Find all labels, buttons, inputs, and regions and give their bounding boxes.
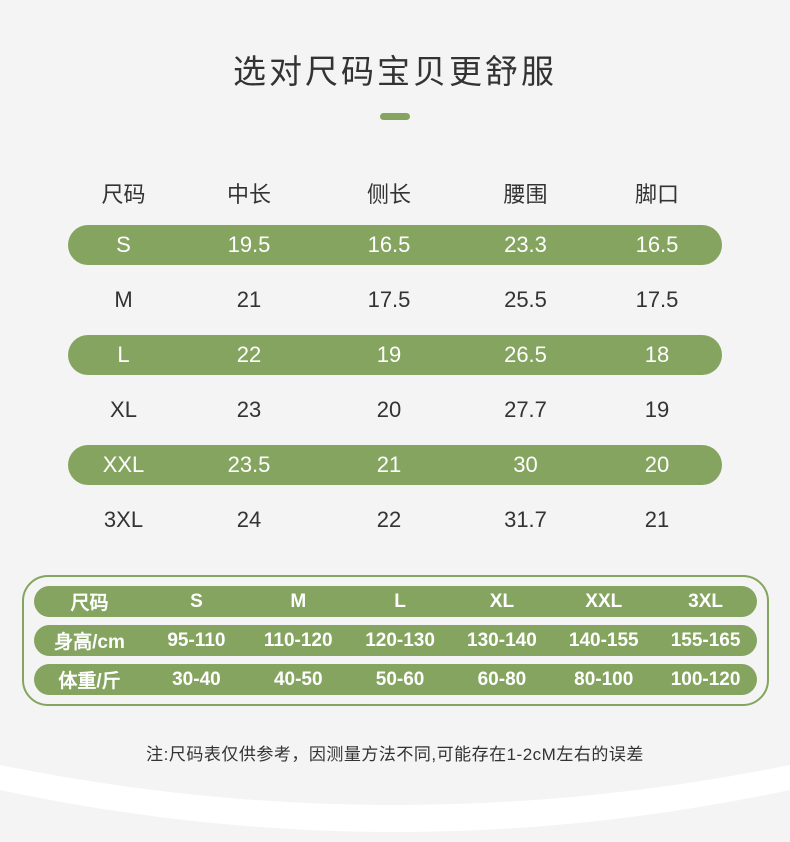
fit-table-weight-row: 体重/斤 30-40 40-50 50-60 60-80 80-100 100-… <box>33 664 757 695</box>
size-cell: L <box>117 342 130 367</box>
fit-value-cell: L <box>394 590 406 612</box>
table-row: XL 23 20 27.7 19 <box>68 390 722 430</box>
value-cell: 24 <box>236 507 262 532</box>
fit-value-cell: 140-155 <box>568 629 639 651</box>
fit-value-cell: 155-165 <box>670 629 741 651</box>
fit-table-size-row: 尺码 S M L XL XXL 3XL <box>33 586 757 617</box>
fit-value-cell: 95-110 <box>167 629 226 651</box>
col-header-side-length: 侧长 <box>366 182 411 207</box>
fit-value-cell: 80-100 <box>574 668 634 690</box>
col-header-mid-length: 中长 <box>226 182 271 207</box>
value-cell: 25.5 <box>504 287 547 312</box>
value-cell: 19.5 <box>227 232 271 257</box>
fit-row-label: 尺码 <box>70 593 109 614</box>
size-cell: S <box>116 232 131 257</box>
size-cell: M <box>114 287 133 312</box>
table-row: XXL 23.5 21 30 20 <box>68 445 722 485</box>
fit-value-cell: XL <box>489 590 515 612</box>
table-row: 3XL 24 22 31.7 21 <box>68 500 722 540</box>
value-cell: 20 <box>644 452 670 477</box>
value-cell: 18 <box>644 342 670 367</box>
size-cell: XXL <box>102 452 145 477</box>
fit-value-cell: XXL <box>585 590 623 612</box>
fit-row-label: 体重/斤 <box>58 671 121 692</box>
fit-value-cell: 110-120 <box>263 629 333 651</box>
value-cell: 19 <box>644 397 670 422</box>
fit-value-cell: 40-50 <box>273 668 323 690</box>
disclaimer-note: 注:尺码表仅供参考，因测量方法不同,可能存在1-2cM左右的误差 <box>146 745 644 764</box>
bottom-wave-decoration <box>0 765 790 832</box>
value-cell: 17.5 <box>635 287 679 312</box>
value-cell: 30 <box>513 452 538 477</box>
value-cell: 21 <box>376 452 402 477</box>
value-cell: 26.5 <box>504 342 547 367</box>
title-underline-accent <box>380 113 410 120</box>
fit-value-cell: 120-130 <box>365 629 435 651</box>
value-cell: 23.3 <box>504 232 547 257</box>
fit-row-label: 身高/cm <box>54 632 125 653</box>
page-title: 选对尺码宝贝更舒服 <box>233 53 557 90</box>
value-cell: 16.5 <box>635 232 679 257</box>
fit-table-height-row: 身高/cm 95-110 110-120 120-130 130-140 140… <box>33 625 757 656</box>
value-cell: 31.7 <box>504 507 547 532</box>
table-row: S 19.5 16.5 23.3 16.5 <box>68 225 722 265</box>
fit-value-cell: S <box>190 590 203 612</box>
value-cell: 16.5 <box>367 232 411 257</box>
value-cell: 23 <box>236 397 262 422</box>
value-cell: 21 <box>236 287 262 312</box>
value-cell: 20 <box>376 397 402 422</box>
size-measurement-table: 尺码 中长 侧长 腰围 脚口 S 19.5 16.5 23.3 16.5 M 2… <box>68 176 722 540</box>
value-cell: 22 <box>376 507 402 532</box>
value-cell: 27.7 <box>504 397 547 422</box>
fit-value-cell: 30-40 <box>172 668 221 690</box>
fit-value-cell: 50-60 <box>375 668 425 690</box>
table-row: L 22 19 26.5 18 <box>68 335 722 375</box>
value-cell: 19 <box>376 342 402 367</box>
col-header-waist: 腰围 <box>503 182 548 207</box>
fit-value-cell: 130-140 <box>467 629 537 651</box>
fit-recommendation-table: 尺码 S M L XL XXL 3XL 身高/cm 95-110 110-120… <box>21 575 769 706</box>
fit-value-cell: 3XL <box>688 590 723 612</box>
fit-value-cell: M <box>290 590 307 612</box>
size-table-header-row: 尺码 中长 侧长 腰围 脚口 <box>68 176 722 210</box>
size-cell: XL <box>110 397 137 422</box>
size-cell: 3XL <box>103 507 144 532</box>
value-cell: 17.5 <box>367 287 411 312</box>
value-cell: 23.5 <box>227 452 271 477</box>
value-cell: 21 <box>644 507 670 532</box>
table-row: M 21 17.5 25.5 17.5 <box>68 280 722 320</box>
fit-value-cell: 60-80 <box>477 668 527 690</box>
col-header-leg-opening: 脚口 <box>634 182 679 207</box>
fit-value-cell: 100-120 <box>670 668 741 690</box>
value-cell: 22 <box>236 342 262 367</box>
col-header-size: 尺码 <box>101 182 146 207</box>
